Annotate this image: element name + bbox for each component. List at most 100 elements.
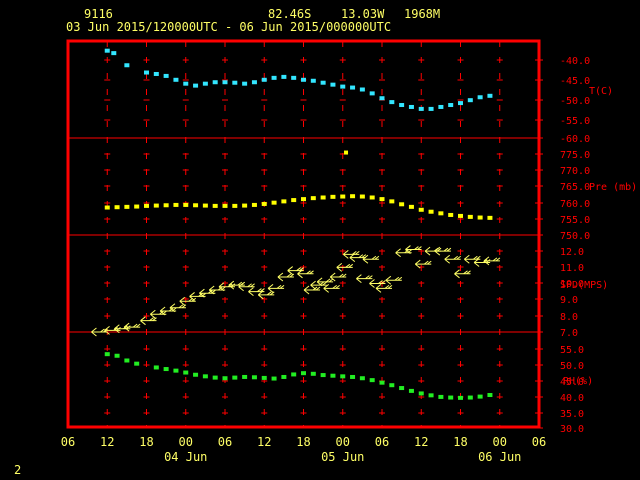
wind-barb bbox=[257, 290, 275, 300]
temperature-point bbox=[320, 80, 326, 85]
panel-title: SPD(MPS) bbox=[560, 280, 608, 291]
wind-barb bbox=[329, 272, 347, 282]
temperature-point bbox=[408, 104, 414, 109]
temperature-point bbox=[418, 106, 424, 111]
wind-barb bbox=[150, 309, 167, 319]
humidity-point bbox=[291, 372, 297, 377]
station-latitude: 82.46S bbox=[268, 7, 312, 21]
y-tick-label: 770.0 bbox=[560, 166, 590, 177]
temperature-point bbox=[458, 101, 463, 106]
temperature-point bbox=[340, 84, 346, 89]
wind-barb bbox=[424, 246, 442, 256]
wind-barb bbox=[104, 325, 121, 335]
wind-barb bbox=[414, 259, 432, 269]
temperature-point bbox=[124, 63, 130, 68]
wind-barb bbox=[123, 322, 141, 332]
temperature-point bbox=[251, 80, 257, 85]
humidity-point bbox=[134, 361, 140, 366]
y-tick-label: 45.0 bbox=[560, 377, 584, 388]
pressure-point bbox=[232, 203, 238, 208]
y-tick-label: 40.0 bbox=[560, 393, 584, 404]
wind-barb bbox=[267, 283, 285, 293]
humidity-point bbox=[173, 368, 179, 373]
humidity-point bbox=[242, 374, 248, 379]
wind-barb bbox=[179, 296, 197, 306]
humidity-point bbox=[310, 371, 316, 376]
temperature-point bbox=[193, 83, 199, 88]
temperature-point bbox=[301, 77, 306, 82]
wind-barb bbox=[218, 282, 236, 292]
humidity-point bbox=[467, 395, 473, 400]
date-label: 05 Jun bbox=[321, 450, 364, 464]
wind-barb bbox=[385, 275, 403, 285]
temperature-point bbox=[153, 71, 159, 76]
temperature-point bbox=[242, 81, 248, 86]
humidity-point bbox=[389, 383, 395, 388]
temperature-point bbox=[487, 93, 493, 98]
humidity-point bbox=[418, 391, 424, 396]
wind-barb bbox=[349, 253, 367, 263]
station-id: 9116 bbox=[84, 7, 113, 21]
pressure-point bbox=[251, 202, 257, 207]
pressure-point bbox=[291, 198, 297, 203]
pressure-point bbox=[359, 194, 365, 199]
temperature-point bbox=[281, 74, 287, 79]
temperature-point bbox=[369, 91, 375, 96]
y-tick-label: 765.0 bbox=[560, 182, 590, 193]
y-tick-label: 8.0 bbox=[560, 312, 578, 323]
wind-barb bbox=[483, 256, 501, 266]
wind-barb bbox=[297, 269, 314, 279]
pressure-outlier-point bbox=[344, 150, 349, 155]
temperature-point bbox=[104, 48, 110, 53]
pressure-point bbox=[487, 215, 493, 220]
pressure-point bbox=[418, 207, 424, 212]
temperature-point bbox=[428, 106, 434, 111]
pressure-point bbox=[193, 203, 199, 208]
wind-barb bbox=[114, 324, 131, 334]
temperature-point bbox=[232, 80, 238, 85]
humidity-point bbox=[212, 375, 218, 380]
humidity-point bbox=[183, 370, 189, 375]
humidity-point bbox=[261, 375, 267, 380]
humidity-point bbox=[340, 374, 346, 379]
wind-barb bbox=[310, 280, 327, 290]
temperature-point bbox=[310, 78, 316, 83]
humidity-point bbox=[281, 374, 287, 379]
pressure-point bbox=[134, 204, 140, 209]
temperature-point bbox=[261, 77, 267, 82]
station-longitude: 13.03W bbox=[341, 7, 385, 21]
pressure-point bbox=[408, 204, 414, 209]
pressure-point bbox=[477, 215, 483, 220]
wind-barb bbox=[199, 288, 216, 298]
wind-barb bbox=[169, 303, 187, 313]
humidity-point bbox=[379, 380, 385, 385]
temperature-point bbox=[350, 85, 356, 90]
panel-title: T(C) bbox=[589, 86, 613, 97]
y-tick-label: 50.0 bbox=[560, 361, 584, 372]
pressure-point bbox=[438, 211, 444, 216]
wind-barb bbox=[454, 269, 471, 279]
humidity-point bbox=[124, 358, 130, 363]
temperature-point bbox=[271, 75, 277, 80]
wind-barb bbox=[405, 245, 422, 254]
pressure-point bbox=[114, 205, 120, 210]
humidity-point bbox=[202, 374, 208, 379]
x-tick-label: 18 bbox=[453, 435, 467, 449]
pressure-point bbox=[320, 195, 326, 200]
temperature-point bbox=[467, 98, 473, 103]
temperature-point bbox=[212, 80, 218, 85]
pressure-point bbox=[448, 212, 454, 217]
temperature-point bbox=[291, 75, 297, 80]
humidity-point bbox=[222, 376, 228, 381]
pressure-point bbox=[389, 199, 395, 204]
x-tick-label: 00 bbox=[493, 435, 507, 449]
wind-barb bbox=[342, 250, 360, 259]
humidity-point bbox=[301, 371, 306, 376]
panel-title: RH(%) bbox=[563, 376, 593, 387]
pressure-point bbox=[310, 196, 316, 201]
humidity-point bbox=[232, 375, 238, 380]
pressure-point bbox=[369, 195, 375, 200]
humidity-point bbox=[428, 393, 434, 398]
time-period: 03 Jun 2015/120000UTC - 06 Jun 2015/0000… bbox=[66, 20, 392, 34]
x-tick-label: 00 bbox=[179, 435, 193, 449]
